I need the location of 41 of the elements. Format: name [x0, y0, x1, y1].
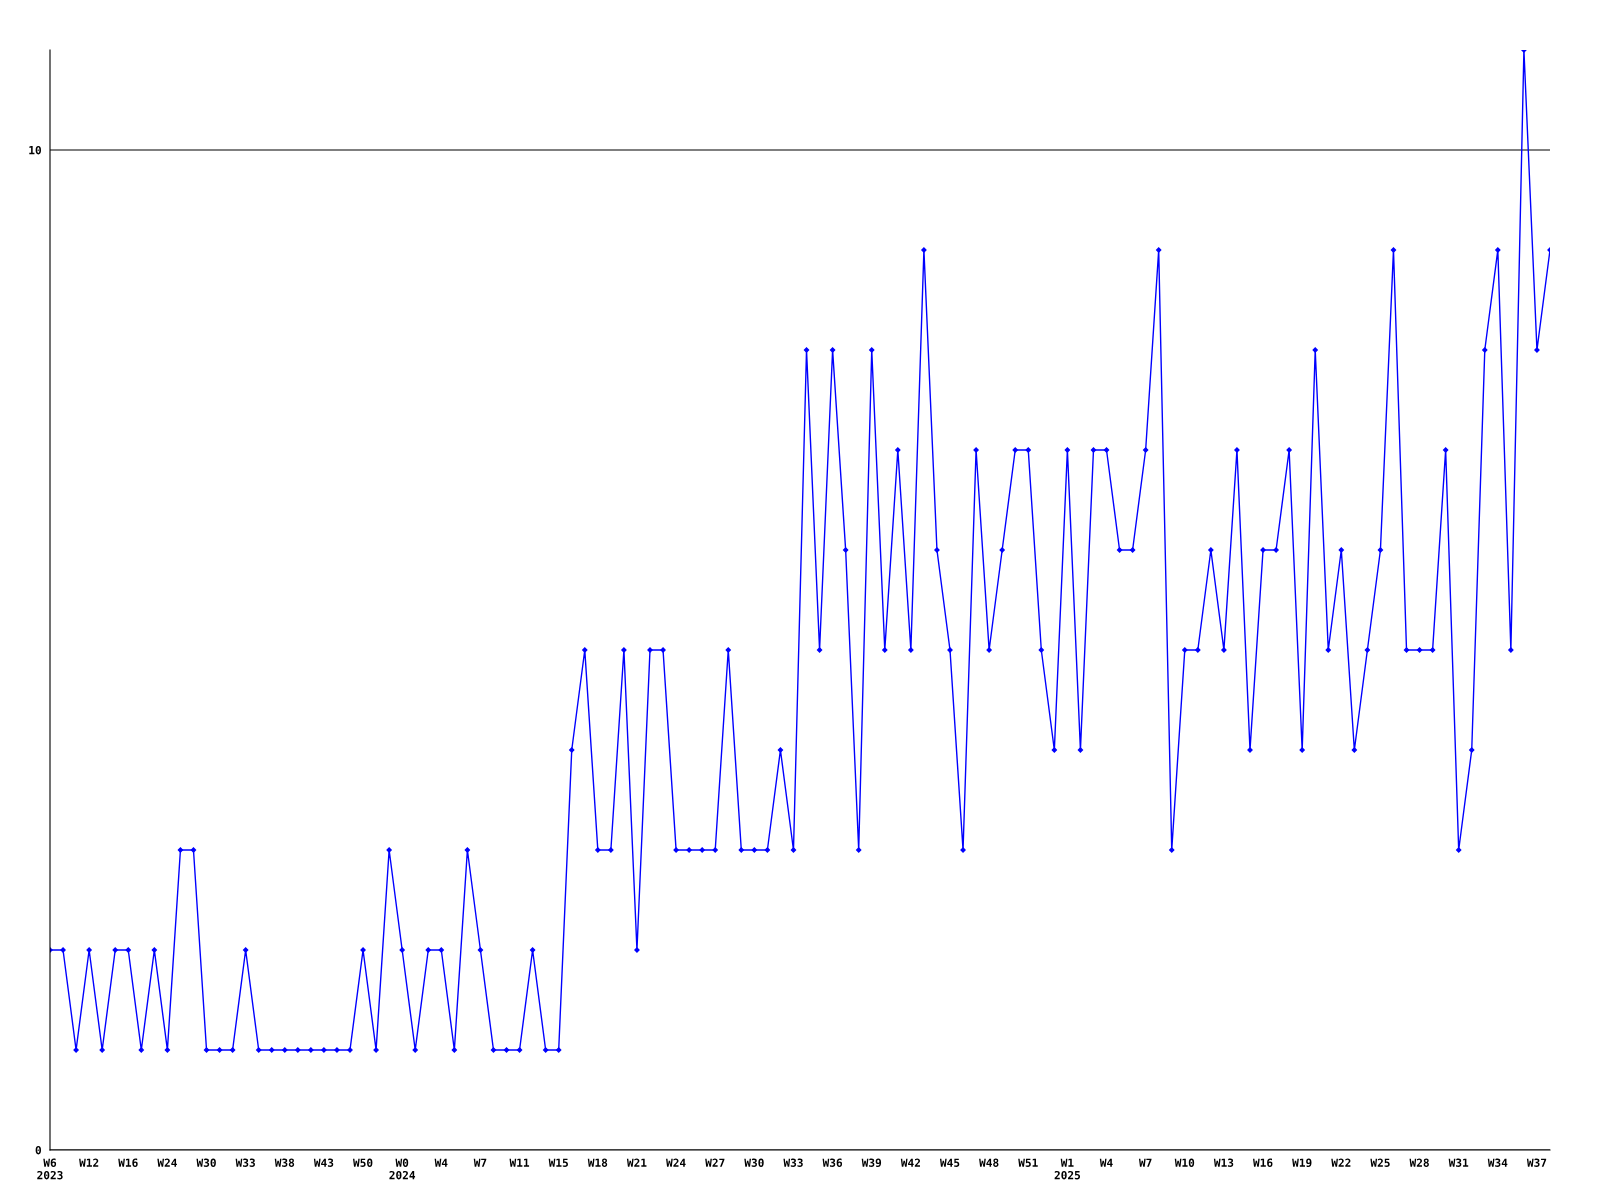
x-tick-label: W10 — [1174, 1158, 1195, 1167]
y-tick-label: 10 — [29, 145, 41, 155]
x-tick-label: W7 — [473, 1158, 487, 1167]
x-tick-label: W21 — [626, 1158, 647, 1167]
x-tick-label: W51 — [1018, 1158, 1038, 1167]
x-tick-label: W7 — [1138, 1158, 1152, 1167]
x-tick-label: W27 — [705, 1158, 725, 1167]
x-tick-label: W13 — [1213, 1158, 1234, 1167]
x-tick-label: W36 — [822, 1158, 843, 1167]
x-tick-label: W30 — [744, 1158, 764, 1167]
x-tick-label: W48 — [979, 1158, 999, 1167]
x-tick-label: W33 — [235, 1158, 255, 1167]
x-tick-label: W50 — [353, 1158, 373, 1167]
x-tick-label: W16 — [118, 1158, 138, 1167]
x-tick-label: W37 — [1526, 1158, 1547, 1167]
x-tick-label: W31 — [1448, 1158, 1469, 1167]
x-tick-label: W33 — [783, 1158, 803, 1167]
x-tick-label: W38 — [274, 1158, 295, 1167]
x-tick-label: W19 — [1292, 1158, 1312, 1167]
x-tick-label: W39 — [861, 1158, 882, 1167]
x-tick-label: W11 — [509, 1158, 530, 1167]
x-tick-label: W30 — [196, 1158, 216, 1167]
x-tick-label: W12 — [79, 1158, 99, 1167]
x-tick-label: W43 — [313, 1158, 334, 1167]
y-tick-label: 0 — [35, 1145, 41, 1155]
x-tick-label: W24 — [157, 1158, 177, 1167]
x-tick-label: W28 — [1409, 1158, 1429, 1167]
x-tick-label: W16 — [1253, 1158, 1273, 1167]
x-tick-label: W18 — [587, 1158, 608, 1167]
x-tick-label: W0 2024 — [389, 1158, 416, 1180]
x-tick-label: W45 — [939, 1158, 960, 1167]
x-tick-label: W6 2023 — [37, 1158, 63, 1180]
x-tick-label: W1 2025 — [1054, 1158, 1081, 1180]
x-tick-label: W15 — [548, 1158, 568, 1167]
x-tick-label: W25 — [1370, 1158, 1390, 1167]
x-tick-label: W42 — [900, 1158, 920, 1167]
x-tick-label: W4 — [1099, 1158, 1113, 1167]
x-tick-label: W24 — [666, 1158, 686, 1167]
x-tick-label: W34 — [1487, 1158, 1508, 1167]
x-tick-label: W22 — [1331, 1158, 1351, 1167]
x-tick-label: W4 — [434, 1158, 448, 1167]
